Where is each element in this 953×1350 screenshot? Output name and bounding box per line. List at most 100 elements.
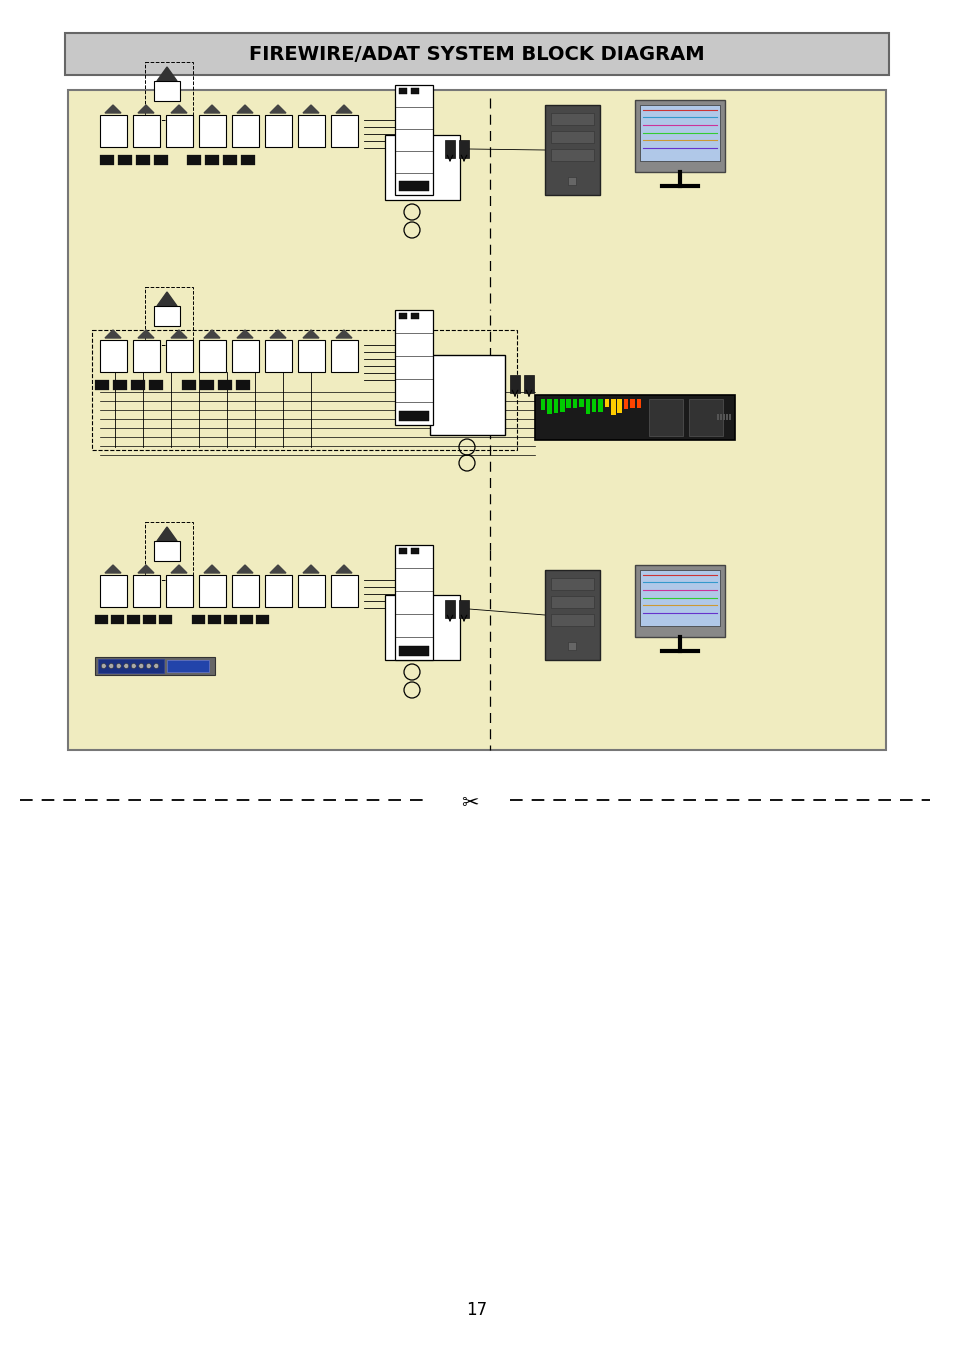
Bar [199, 115, 226, 147]
Bar [166, 340, 193, 373]
Bar [100, 575, 127, 608]
Bar [223, 155, 236, 165]
Polygon shape [171, 329, 187, 338]
Polygon shape [236, 566, 253, 572]
Circle shape [124, 663, 129, 668]
Bar [725, 414, 727, 420]
Bar [166, 575, 193, 608]
Bar [199, 575, 226, 608]
Polygon shape [105, 566, 121, 572]
Bar [398, 313, 407, 319]
Bar [159, 616, 172, 624]
Polygon shape [157, 68, 177, 81]
Circle shape [138, 663, 144, 668]
Bar [166, 115, 193, 147]
Bar [153, 541, 180, 562]
Bar [722, 414, 724, 420]
Bar [240, 616, 253, 624]
Bar [232, 340, 258, 373]
Bar [145, 522, 193, 580]
Polygon shape [157, 292, 177, 306]
Bar [611, 400, 615, 414]
Bar [458, 140, 469, 158]
Bar [639, 570, 720, 626]
Bar [444, 140, 455, 158]
Bar [187, 155, 201, 165]
Bar [553, 400, 558, 413]
Bar [395, 85, 433, 194]
Bar [132, 575, 160, 608]
Bar [623, 400, 628, 409]
Bar [544, 570, 599, 660]
Bar [551, 578, 594, 590]
Polygon shape [236, 105, 253, 113]
Bar [208, 616, 221, 624]
Bar [540, 400, 545, 410]
Bar [630, 400, 634, 408]
Polygon shape [157, 526, 177, 541]
Bar [331, 575, 357, 608]
Bar [398, 181, 429, 190]
Bar [132, 115, 160, 147]
Bar [598, 400, 602, 413]
Bar [192, 616, 205, 624]
Bar [635, 100, 724, 171]
Bar [136, 155, 150, 165]
Polygon shape [335, 329, 352, 338]
Bar [149, 379, 163, 390]
Bar [578, 400, 583, 408]
Bar [95, 379, 109, 390]
Bar [127, 616, 140, 624]
Bar [720, 414, 721, 420]
Bar [572, 400, 577, 408]
Bar [551, 148, 594, 161]
Polygon shape [204, 329, 220, 338]
Text: FIREWIRE/ADAT SYSTEM BLOCK DIAGRAM: FIREWIRE/ADAT SYSTEM BLOCK DIAGRAM [249, 45, 704, 63]
Bar [617, 400, 621, 413]
Bar [218, 379, 232, 390]
Bar [523, 375, 534, 393]
Polygon shape [335, 105, 352, 113]
Bar [241, 155, 254, 165]
Bar [510, 375, 519, 393]
Circle shape [132, 663, 136, 668]
Bar [224, 616, 236, 624]
Bar [95, 657, 214, 675]
Bar [547, 400, 551, 414]
Bar [95, 616, 108, 624]
Bar [395, 545, 433, 660]
Bar [65, 32, 888, 76]
Polygon shape [270, 329, 286, 338]
Bar [100, 115, 127, 147]
Circle shape [101, 663, 106, 668]
Bar [411, 88, 418, 94]
Bar [566, 400, 570, 408]
Polygon shape [335, 566, 352, 572]
Bar [604, 400, 609, 408]
Bar [635, 566, 724, 637]
Bar [143, 616, 156, 624]
Bar [585, 400, 590, 413]
Bar [132, 340, 160, 373]
Bar [205, 155, 219, 165]
Bar [112, 379, 127, 390]
Bar [145, 288, 193, 346]
Bar [167, 660, 209, 672]
Bar [385, 595, 459, 660]
Bar [559, 400, 564, 412]
Bar [265, 575, 292, 608]
Polygon shape [138, 329, 153, 338]
Circle shape [116, 663, 121, 668]
Bar [458, 599, 469, 618]
Bar [444, 599, 455, 618]
Bar [145, 62, 193, 120]
Bar [200, 379, 213, 390]
Bar [265, 340, 292, 373]
Bar [297, 115, 325, 147]
Bar [728, 414, 730, 420]
Bar [398, 647, 429, 656]
Bar [153, 306, 180, 325]
Polygon shape [303, 105, 318, 113]
Bar [235, 379, 250, 390]
Polygon shape [171, 105, 187, 113]
